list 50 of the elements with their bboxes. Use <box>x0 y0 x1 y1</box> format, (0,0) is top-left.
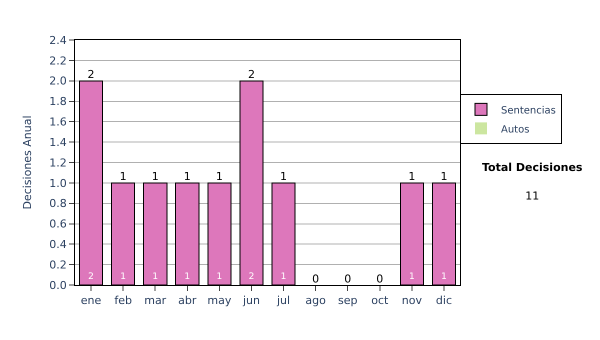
x-tick-label: jun <box>242 294 260 308</box>
total-label: 0 <box>376 272 384 286</box>
x-tick-label: ago <box>305 294 326 308</box>
total-label: 1 <box>184 170 191 184</box>
total-label: 0 <box>312 272 320 286</box>
y-tick-label: 0.6 <box>49 218 67 231</box>
total-label: 0 <box>344 272 352 286</box>
data-label: 1 <box>152 272 158 282</box>
y-tick-label: 2.2 <box>49 54 67 68</box>
legend-label: Autos <box>501 124 530 136</box>
y-tick-label: 0.0 <box>49 278 67 292</box>
data-label: 2 <box>88 272 94 282</box>
total-label: 1 <box>280 170 288 184</box>
total-label: 1 <box>440 170 448 184</box>
x-tick-label: abr <box>178 294 197 308</box>
x-tick-label: sep <box>338 294 358 308</box>
x-tick-label: may <box>207 294 232 308</box>
y-tick-label: 2.4 <box>49 34 67 47</box>
data-label: 1 <box>409 272 415 282</box>
total-label: 2 <box>88 68 95 82</box>
data-label: 1 <box>184 272 190 282</box>
y-tick-label: 1.4 <box>49 136 67 149</box>
x-tick-label: jul <box>276 294 290 308</box>
data-label: 1 <box>441 272 447 282</box>
y-tick-label: 1.0 <box>49 176 67 190</box>
data-label: 1 <box>120 272 126 282</box>
total-label: 1 <box>152 170 159 184</box>
data-label: 1 <box>216 272 222 282</box>
data-label: 2 <box>248 272 254 282</box>
text: Total Decisiones 11 <box>482 161 582 203</box>
data-label: 1 <box>280 272 286 282</box>
x-tick-label: nov <box>402 294 422 308</box>
y-axis-title: Decisiones Anual <box>20 115 34 210</box>
x-tick-label: feb <box>114 294 132 308</box>
y-tick-label: 1.8 <box>49 95 67 108</box>
y-tick-label: 0.2 <box>49 258 67 272</box>
total-label: 1 <box>216 170 223 184</box>
x-tick-label: oct <box>371 294 390 308</box>
y-tick-label: 1.2 <box>49 156 67 170</box>
y-tick-label: 0.4 <box>49 238 67 252</box>
x-tick-label: ene <box>80 294 102 308</box>
x-tick-label: dic <box>436 294 452 308</box>
total-label: 1 <box>120 170 127 184</box>
total-label: 1 <box>408 170 416 184</box>
y-tick-label: 2.0 <box>49 74 67 88</box>
legend-label: Sentencias <box>501 105 556 116</box>
y-tick-label: 0.8 <box>49 197 67 210</box>
total-label: 2 <box>248 68 255 82</box>
y-tick-label: 1.6 <box>49 116 67 129</box>
x-tick-label: mar <box>144 294 167 308</box>
